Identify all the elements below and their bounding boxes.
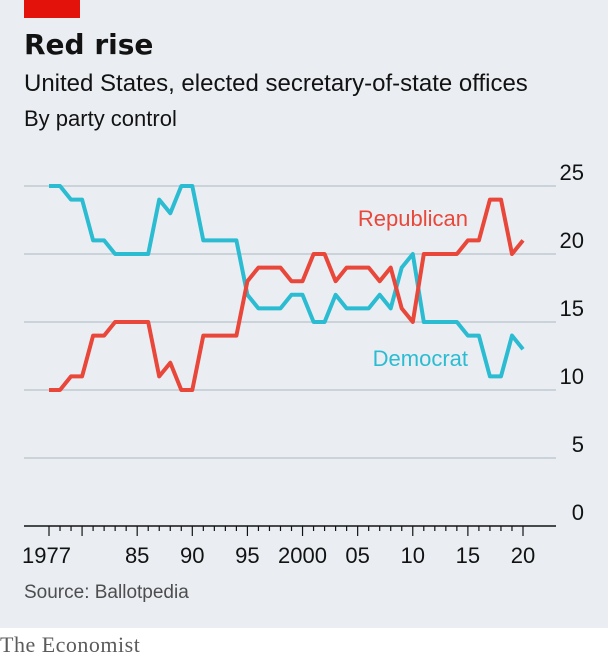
series-layer bbox=[49, 184, 525, 392]
chart-subtitle: United States, elected secretary-of-stat… bbox=[24, 70, 528, 97]
series-line-democrat bbox=[49, 184, 525, 379]
chart-note: By party control bbox=[24, 106, 177, 131]
brand-wordmark: The Economist bbox=[0, 632, 141, 657]
y-tick-label-10: 10 bbox=[560, 364, 584, 389]
x-tick-label-20: 20 bbox=[511, 543, 535, 568]
x-tick-label-2000: 2000 bbox=[278, 543, 327, 568]
y-tick-label-15: 15 bbox=[560, 296, 584, 321]
x-tick-label-90: 90 bbox=[180, 543, 204, 568]
y-tick-label-0: 0 bbox=[572, 500, 584, 525]
series-label-republican: Republican bbox=[358, 206, 468, 231]
x-tick-label-85: 85 bbox=[125, 543, 149, 568]
brand-red-tag bbox=[24, 0, 80, 18]
axis-layer bbox=[24, 525, 556, 536]
series-line-republican bbox=[49, 197, 525, 392]
series-label-democrat: Democrat bbox=[373, 346, 468, 371]
source-note: Source: Ballotpedia bbox=[24, 582, 189, 603]
x-tick-label-10: 10 bbox=[401, 543, 425, 568]
x-tick-label-95: 95 bbox=[235, 543, 259, 568]
x-tick-label-15: 15 bbox=[456, 543, 480, 568]
y-tick-label-25: 25 bbox=[560, 160, 584, 185]
x-tick-label-1977: 1977 bbox=[22, 543, 71, 568]
chart-card bbox=[0, 0, 608, 628]
chart-title: Red rise bbox=[24, 28, 154, 61]
grid-layer bbox=[24, 185, 556, 459]
x-tick-label-05: 05 bbox=[345, 543, 369, 568]
y-tick-label-5: 5 bbox=[572, 432, 584, 457]
y-tick-label-20: 20 bbox=[560, 228, 584, 253]
